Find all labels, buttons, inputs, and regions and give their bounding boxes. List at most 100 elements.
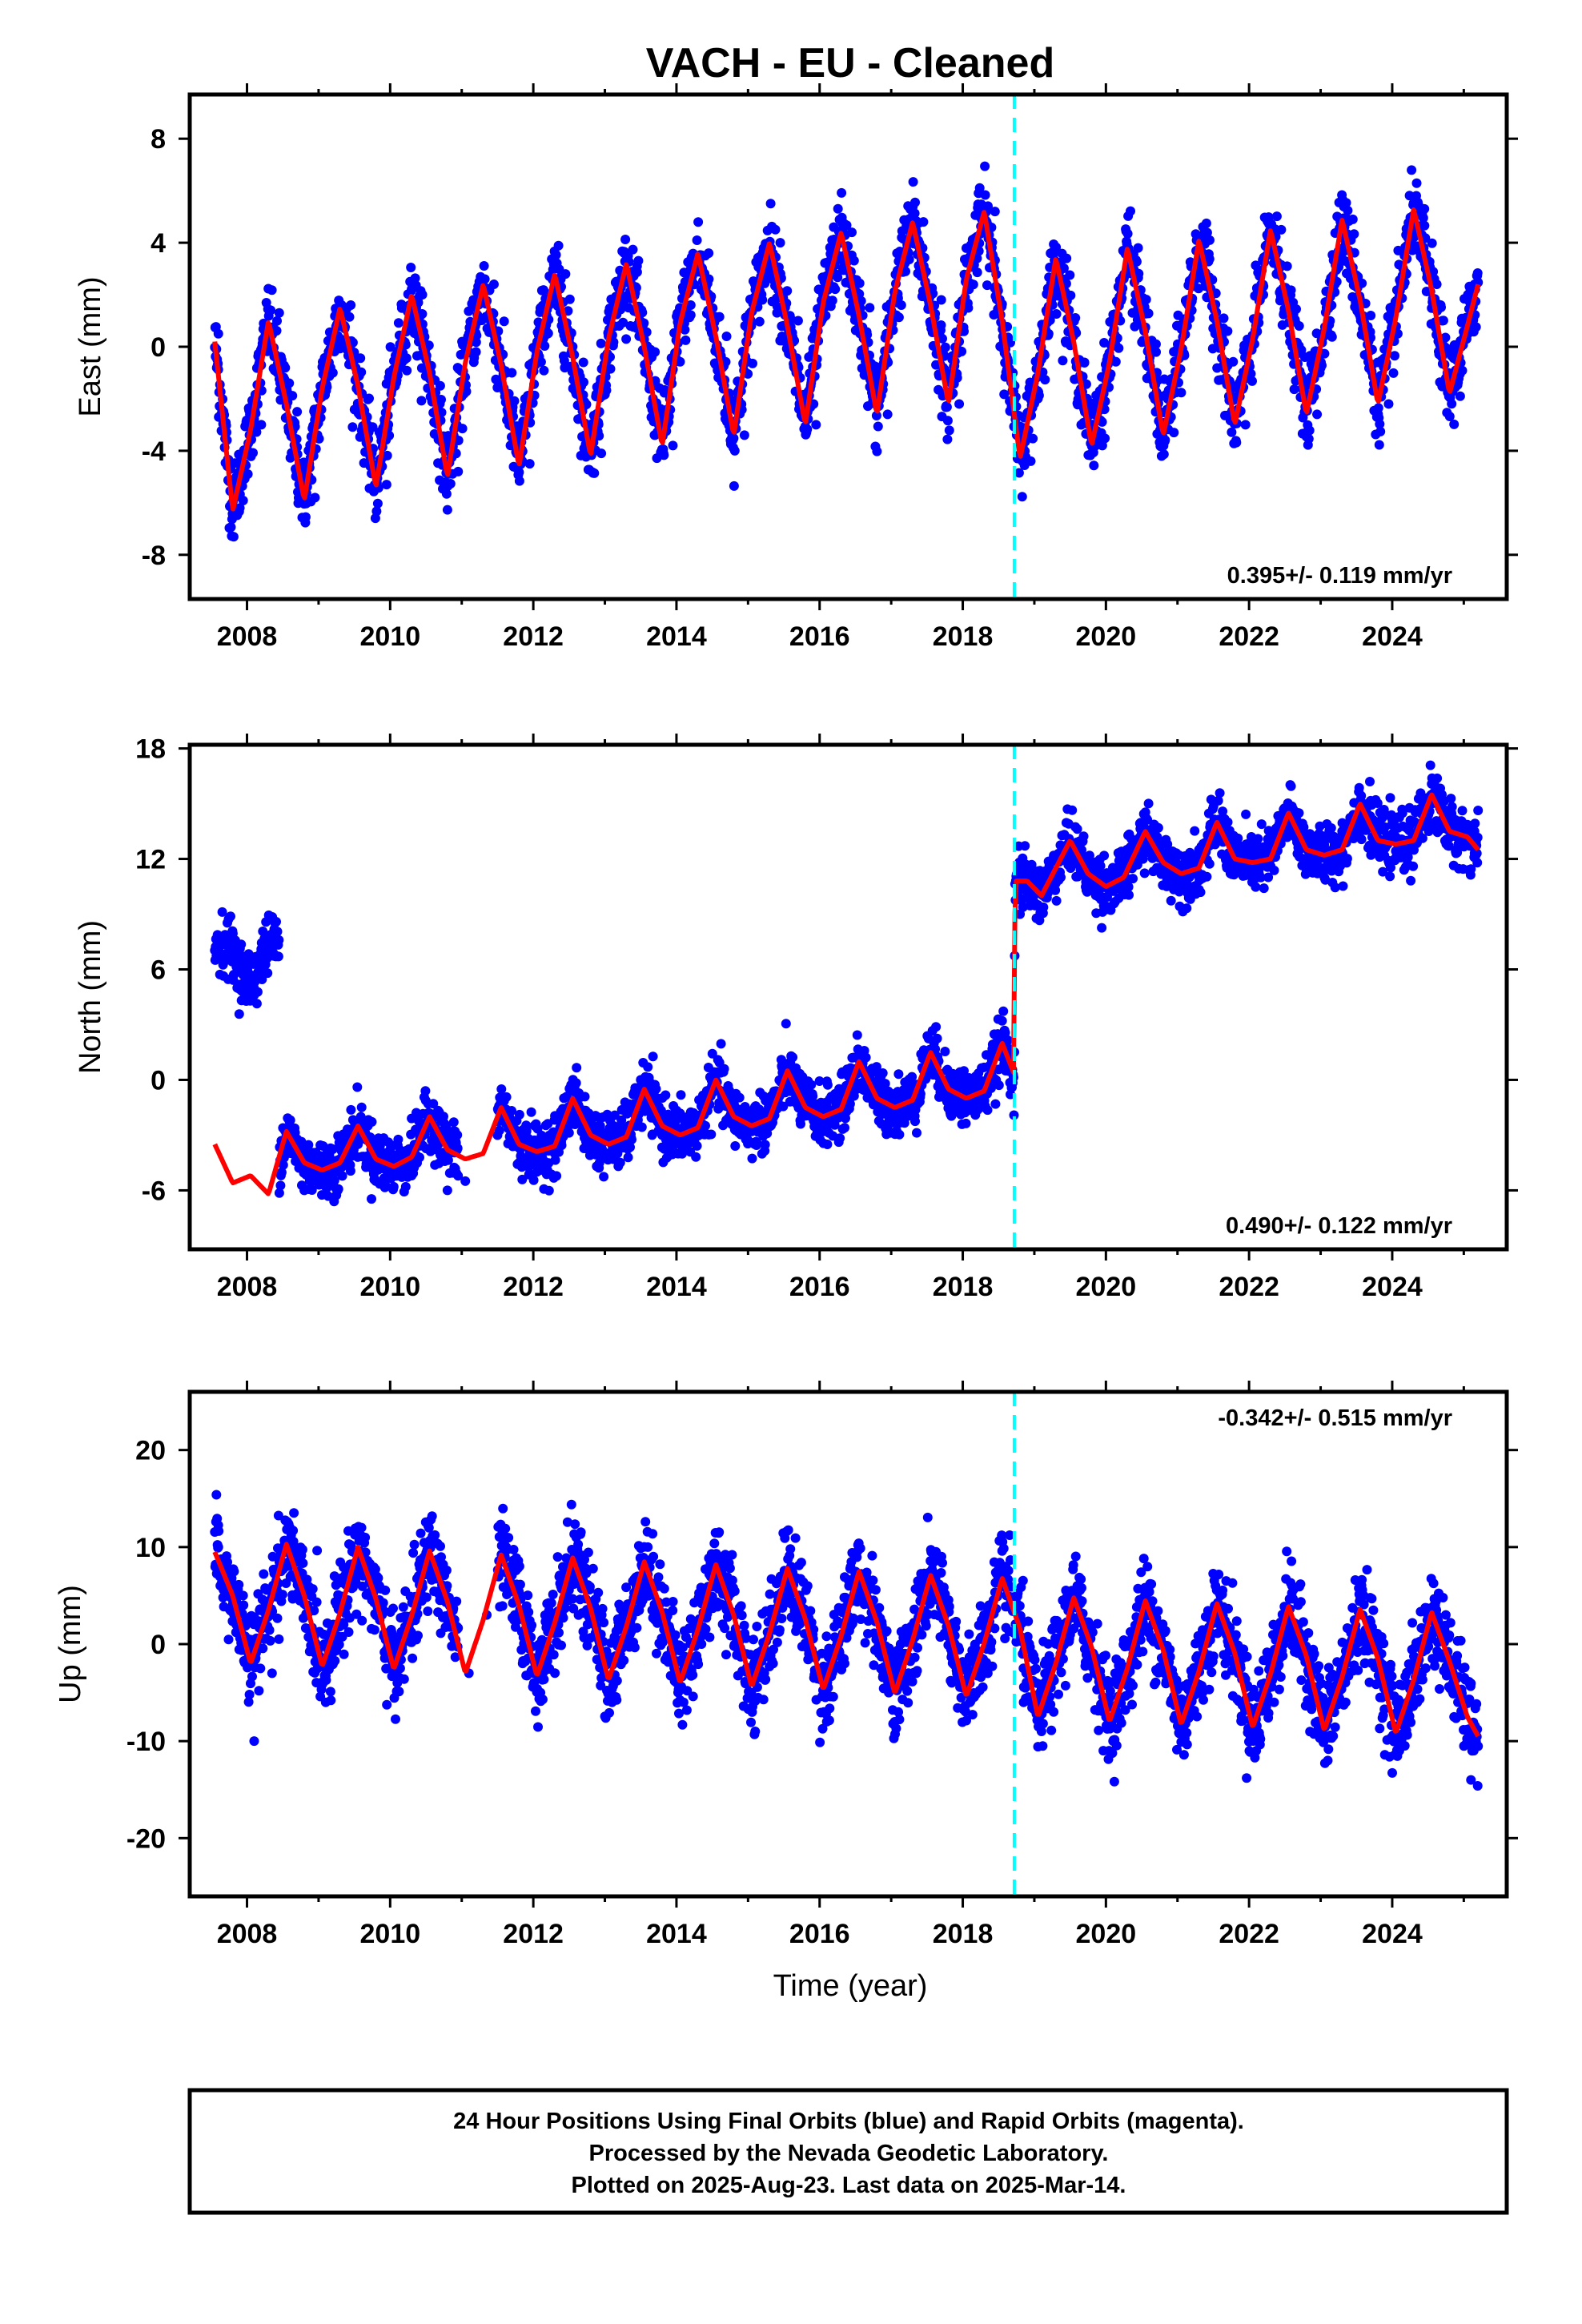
rate-annotation: 0.395+/- 0.119 mm/yr <box>1227 563 1452 589</box>
data-point <box>1419 203 1430 214</box>
data-point <box>1179 1736 1190 1747</box>
data-point <box>675 1139 685 1149</box>
data-point <box>721 332 732 342</box>
y-axis-label: East (mm) <box>74 276 107 416</box>
data-point <box>1026 456 1036 466</box>
data-point <box>1062 253 1072 263</box>
data-point <box>965 1697 975 1707</box>
data-point <box>292 407 303 417</box>
data-point <box>453 466 464 476</box>
data-point <box>657 1130 668 1140</box>
x-tick-label: 2020 <box>1076 621 1137 652</box>
data-point <box>893 1707 904 1717</box>
data-point <box>285 1522 295 1533</box>
data-point <box>346 300 356 311</box>
y-tick-label: -10 <box>126 1727 166 1757</box>
x-tick-label: 2018 <box>933 621 994 652</box>
x-axis-label: Time (year) <box>773 1969 928 2003</box>
x-tick-label: 2014 <box>646 621 707 652</box>
data-point <box>500 1542 510 1552</box>
x-tick-label: 2016 <box>789 1919 850 1949</box>
data-point <box>1079 357 1090 368</box>
data-point <box>596 448 607 459</box>
data-point <box>514 1157 524 1168</box>
data-point <box>982 1668 993 1679</box>
data-point <box>604 1152 614 1163</box>
model-fit-line-north <box>212 792 1480 1196</box>
data-point <box>704 248 714 259</box>
data-point <box>274 308 284 318</box>
data-point <box>524 459 535 469</box>
data-point <box>320 1697 331 1707</box>
x-tick-label: 2024 <box>1362 1919 1423 1949</box>
data-point <box>954 399 965 409</box>
data-point <box>256 960 267 971</box>
data-point <box>1394 1746 1404 1756</box>
data-point <box>392 1678 403 1688</box>
data-point <box>1412 1697 1423 1707</box>
data-point <box>1347 214 1358 224</box>
x-tick-label: 2022 <box>1219 621 1279 652</box>
x-tick-label: 2012 <box>503 1919 564 1949</box>
data-point <box>549 1148 560 1159</box>
data-point <box>578 357 588 368</box>
data-point <box>442 1185 452 1196</box>
data-point <box>1323 1755 1333 1766</box>
x-tick-label: 2020 <box>1076 1919 1137 1949</box>
y-axis-label: Up (mm) <box>54 1585 87 1703</box>
data-point <box>1455 391 1465 401</box>
x-tick-label: 2012 <box>503 1272 564 1302</box>
data-point <box>1251 1746 1262 1756</box>
data-point <box>632 261 642 271</box>
data-point <box>714 1551 725 1562</box>
y-tick-label: 18 <box>135 734 166 765</box>
data-point <box>1366 311 1376 321</box>
data-point <box>471 347 481 357</box>
x-tick-label: 2018 <box>933 1919 994 1949</box>
data-point <box>571 1532 581 1542</box>
data-point <box>650 347 661 357</box>
data-point <box>865 303 875 313</box>
footer-box: 24 Hour Positions Using Final Orbits (bl… <box>187 2088 1509 2215</box>
data-point <box>1312 409 1323 420</box>
data-point <box>235 503 245 513</box>
x-tick-label: 2010 <box>360 1272 421 1302</box>
data-point <box>417 290 428 300</box>
x-tick-label: 2008 <box>217 1919 278 1949</box>
data-point <box>271 931 281 942</box>
data-point <box>1223 326 1233 336</box>
footer-line-3: Plotted on 2025-Aug-23. Last data on 202… <box>572 2173 1126 2198</box>
x-tick-label: 2010 <box>360 621 421 652</box>
data-point <box>1337 826 1347 837</box>
data-point <box>536 1687 546 1698</box>
x-tick-label: 2020 <box>1076 1272 1137 1302</box>
y-tick-label: 4 <box>151 228 166 259</box>
scatter-points-east <box>213 203 1480 513</box>
data-point <box>821 1716 832 1727</box>
data-point <box>356 1522 367 1533</box>
panel-up: 2008 2010 2012 2014 2016 2018 2020 2022 20242010… <box>54 1381 1518 1949</box>
data-point <box>267 1668 277 1679</box>
data-point <box>256 420 267 430</box>
y-tick-label: 0 <box>151 332 166 363</box>
data-point <box>829 282 839 292</box>
data-point <box>697 1639 707 1649</box>
data-point <box>492 1130 503 1140</box>
data-point <box>768 1659 778 1669</box>
data-point <box>1150 339 1161 349</box>
data-point <box>424 1144 435 1155</box>
y-tick-label: 6 <box>151 955 166 986</box>
data-point <box>990 207 1000 217</box>
data-point <box>1086 863 1097 874</box>
x-tick-label: 2024 <box>1362 621 1423 652</box>
panel-north: 2008 2010 2012 2014 2016 2018 2020 2022 2024 18 12… <box>74 734 1518 1302</box>
data-point <box>507 368 517 378</box>
data-point <box>1033 900 1043 911</box>
data-point <box>1276 224 1287 235</box>
data-point <box>1466 1775 1476 1785</box>
data-point <box>1133 243 1143 253</box>
data-point <box>739 430 749 440</box>
data-point <box>327 368 338 378</box>
y-tick-label: 20 <box>135 1436 166 1466</box>
